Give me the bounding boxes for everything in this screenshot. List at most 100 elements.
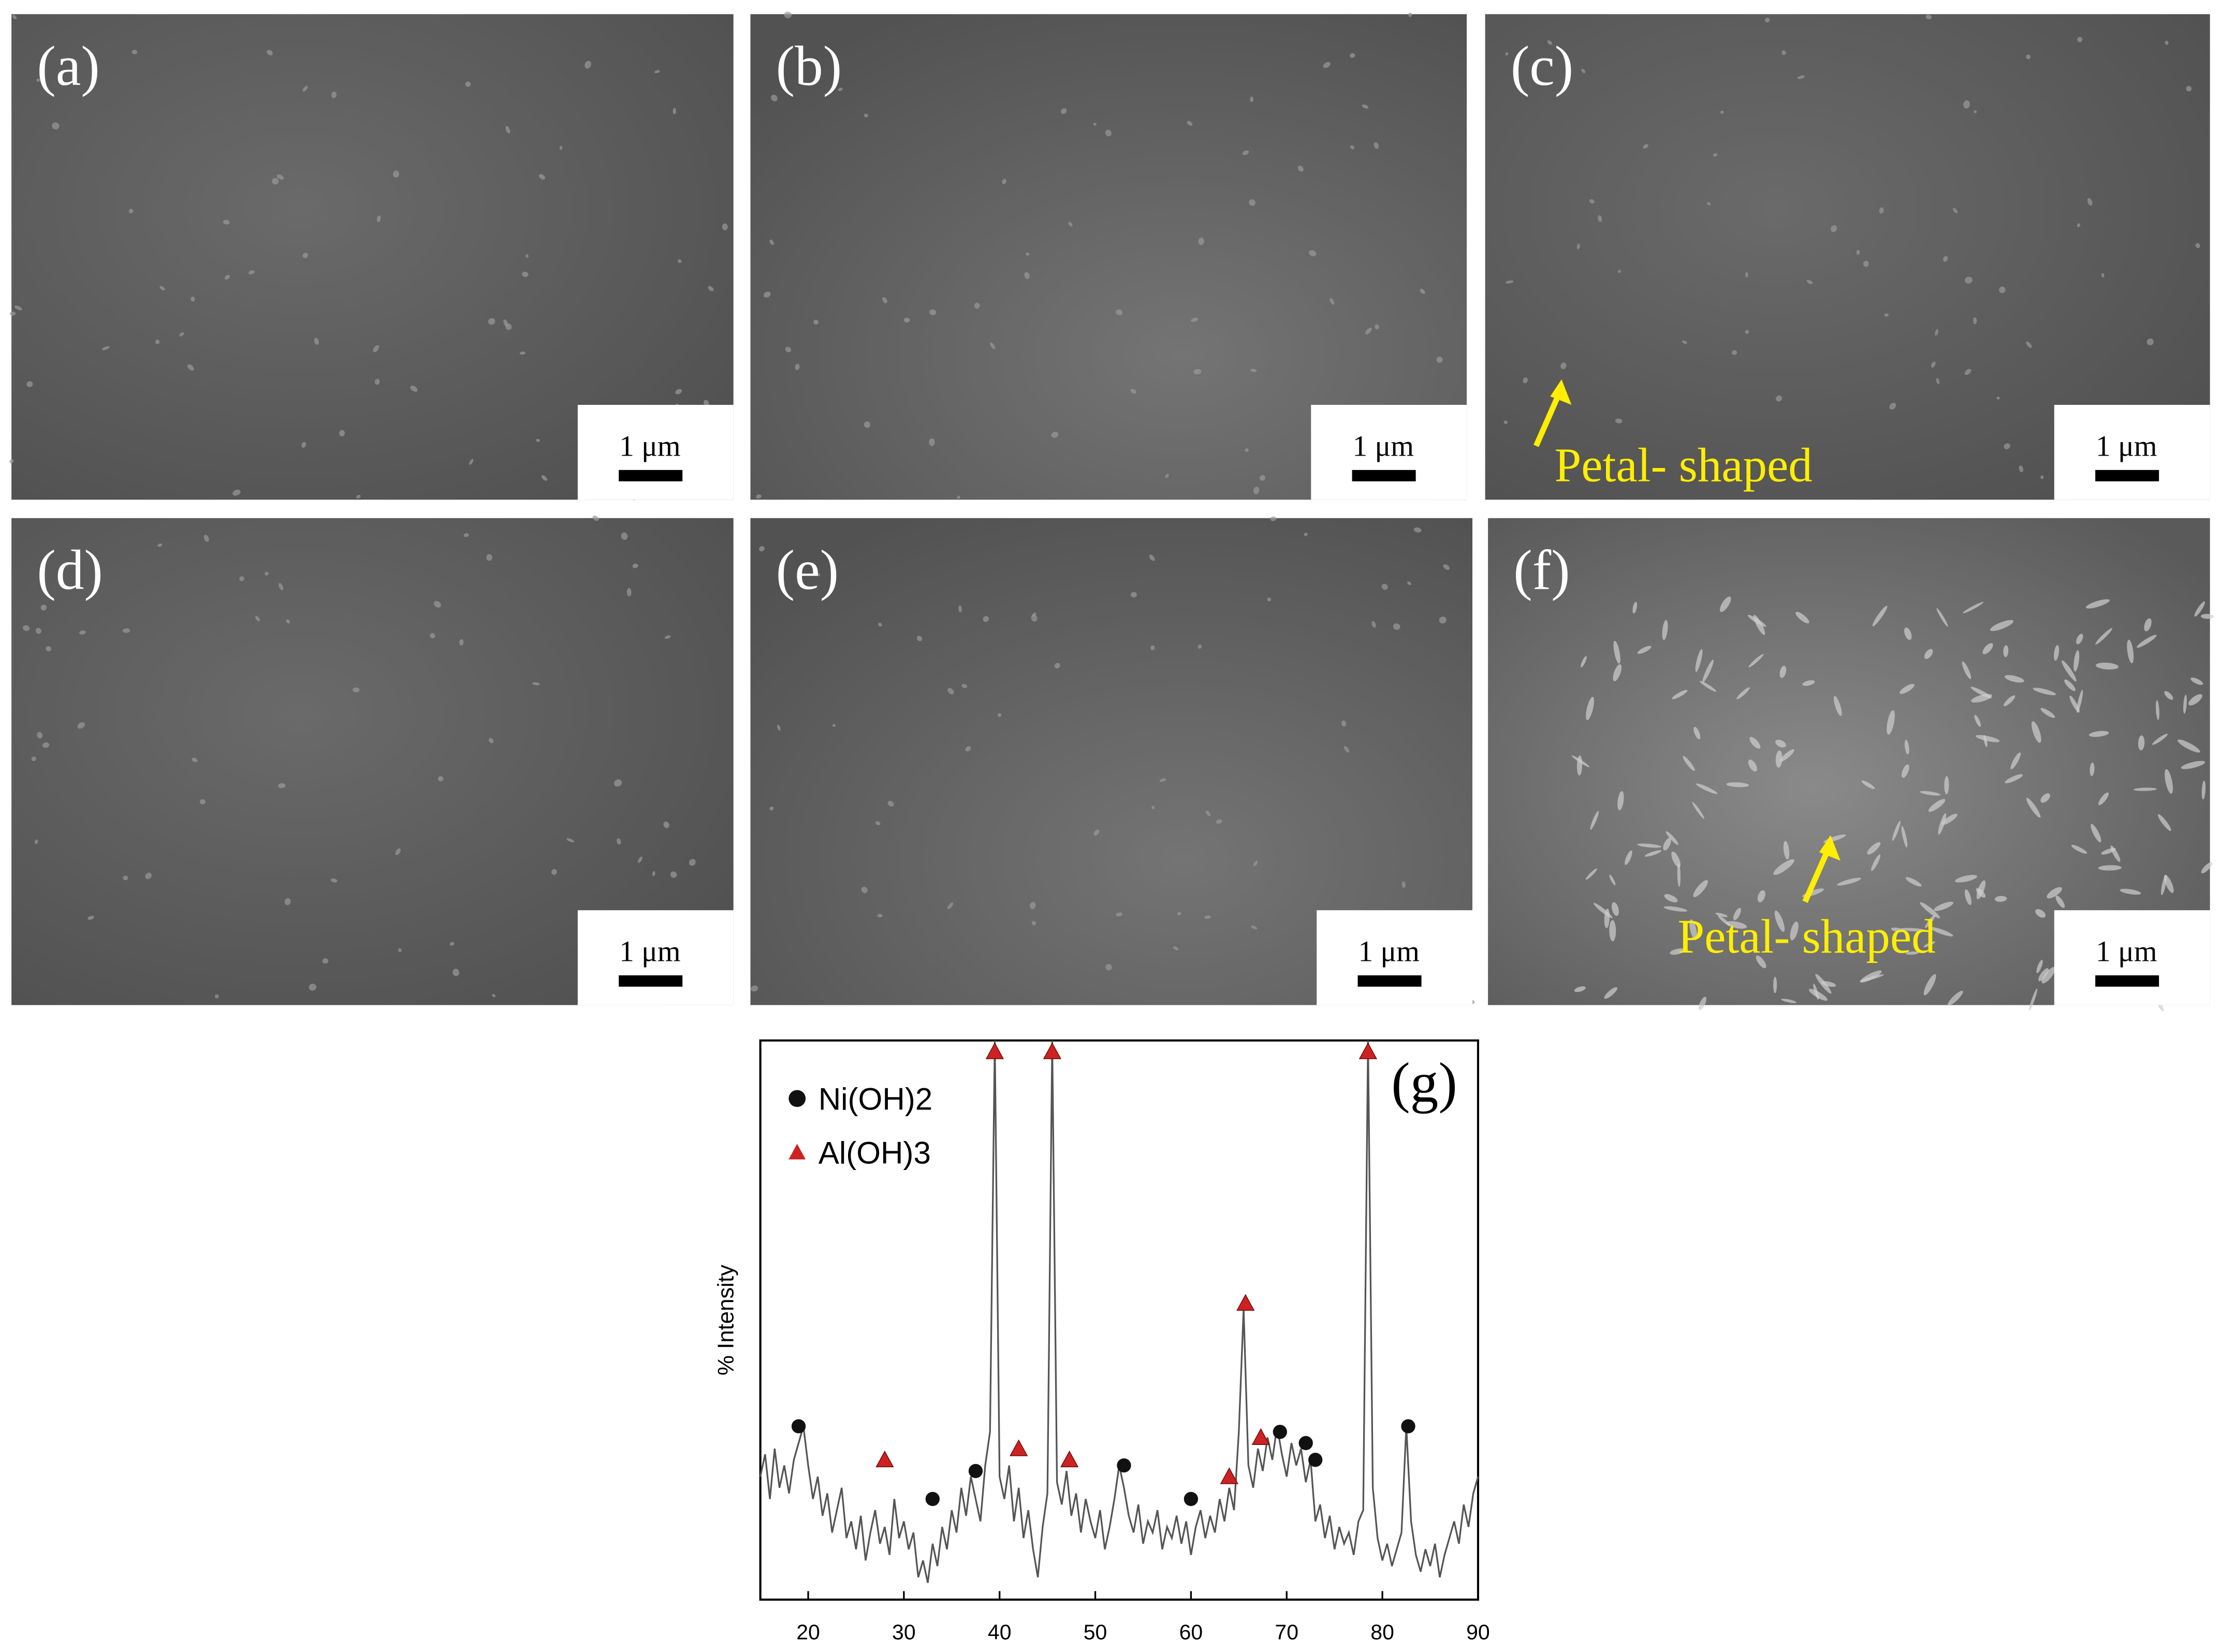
sem-speck <box>722 223 728 230</box>
sem-speck <box>1105 129 1112 137</box>
sem-speck <box>652 871 655 876</box>
sem-speck <box>1990 620 2014 631</box>
sem-speck <box>430 633 435 639</box>
sem-speck <box>1920 902 1940 918</box>
sem-speck <box>2076 634 2083 645</box>
sem-speck <box>1693 880 1708 897</box>
sem-speck <box>279 583 284 591</box>
scale-box <box>2054 910 2210 1005</box>
sem-speck <box>1031 614 1038 622</box>
sem-speck <box>585 61 591 69</box>
sem-speck <box>1947 990 1963 1006</box>
sem-speck <box>2098 865 2122 871</box>
sem-speck <box>1581 656 1587 668</box>
sem-speck <box>1996 397 2000 400</box>
sem-speck <box>1783 841 1790 860</box>
panel-label: (d) <box>37 538 103 601</box>
sem-speck <box>1130 389 1136 394</box>
sem-speck <box>214 994 219 999</box>
sem-speck <box>1644 850 1662 857</box>
sem-speck <box>2137 635 2157 648</box>
sem-speck <box>1713 153 1718 157</box>
sem-speck <box>1753 615 1765 635</box>
sem-speck <box>777 725 781 731</box>
circle-marker <box>1308 1453 1323 1467</box>
scale-bar <box>619 470 683 481</box>
sem-speck <box>1177 912 1181 916</box>
sem-speck <box>77 722 85 729</box>
sem-speck <box>42 742 50 748</box>
sem-speck <box>1774 910 1785 932</box>
sem-speck <box>1775 395 1783 402</box>
sem-speck <box>1928 799 1946 812</box>
sem-speck <box>272 178 279 185</box>
sem-speck <box>2029 988 2038 1011</box>
sem-speck <box>1593 903 1613 918</box>
sem-speck <box>278 783 286 788</box>
sem-speck <box>265 572 269 576</box>
sem-speck <box>1720 110 1724 114</box>
scale-bar <box>2095 470 2159 481</box>
sem-speck <box>2077 223 2081 227</box>
sem-speck <box>1733 908 1741 920</box>
scale-bar-label: 1 μm <box>2096 935 2157 968</box>
sem-speck <box>2181 761 2206 769</box>
scale-bar-label: 1 μm <box>619 935 680 968</box>
sem-speck <box>2138 735 2145 751</box>
sem-speck <box>376 215 381 223</box>
sem-speck <box>1802 680 1815 686</box>
circle-marker <box>1401 1419 1415 1434</box>
sem-speck <box>1349 53 1355 58</box>
legend-marker <box>788 1144 806 1160</box>
sem-speck <box>2077 37 2083 42</box>
sem-speck <box>2155 700 2159 720</box>
sem-speck <box>525 254 529 258</box>
x-tick-label: 90 <box>1466 1620 1490 1644</box>
sem-speck <box>232 489 241 496</box>
sem-speck <box>1637 646 1652 654</box>
sem-speck <box>159 286 165 290</box>
sem-speck <box>1955 874 1977 883</box>
sem-speck <box>1031 921 1036 926</box>
sem-speck <box>128 209 134 214</box>
sem-speck <box>1975 735 2000 742</box>
sem-speck <box>1861 780 1875 790</box>
sem-speck <box>192 757 198 763</box>
sem-speck <box>2158 814 2171 831</box>
sem-speck <box>1093 123 1097 126</box>
sem-speck <box>34 839 38 844</box>
legend-label: Al(OH)3 <box>819 1136 931 1171</box>
sem-speck <box>1904 627 1912 640</box>
triangle-marker <box>1010 1439 1028 1456</box>
sem-speck <box>1173 946 1179 951</box>
triangle-marker <box>1251 1428 1270 1445</box>
sem-speck <box>2090 763 2095 777</box>
sem-speck <box>1407 581 1411 586</box>
sem-speck <box>1625 850 1632 865</box>
sem-speck <box>2201 780 2206 800</box>
sem-speck <box>1974 714 1981 727</box>
legend-label: Ni(OH)2 <box>819 1082 933 1117</box>
sem-speck <box>1930 927 1953 937</box>
sem-speck <box>1719 596 1731 612</box>
sem-speck <box>1267 597 1272 602</box>
sem-speck <box>903 317 910 323</box>
sem-speck <box>1775 739 1786 748</box>
sem-speck <box>1586 696 1595 721</box>
sem-speck <box>1159 778 1166 782</box>
sem-speck <box>1270 516 1277 521</box>
sem-speck <box>536 438 540 442</box>
sem-speck <box>1797 75 1805 79</box>
sem-speck <box>1935 329 1938 336</box>
sem-speck <box>1696 783 1718 794</box>
sem-speck <box>1191 317 1199 322</box>
sem-speck <box>1436 356 1443 363</box>
sem-speck <box>1193 369 1202 375</box>
sem-speck <box>2165 769 2173 794</box>
sem-speck <box>2033 688 2056 695</box>
sem-speck <box>375 378 380 385</box>
sem-speck <box>1505 52 1509 56</box>
scale-bar <box>1357 975 1422 987</box>
sem-speck <box>1899 684 1915 694</box>
sem-speck <box>1574 986 1586 992</box>
